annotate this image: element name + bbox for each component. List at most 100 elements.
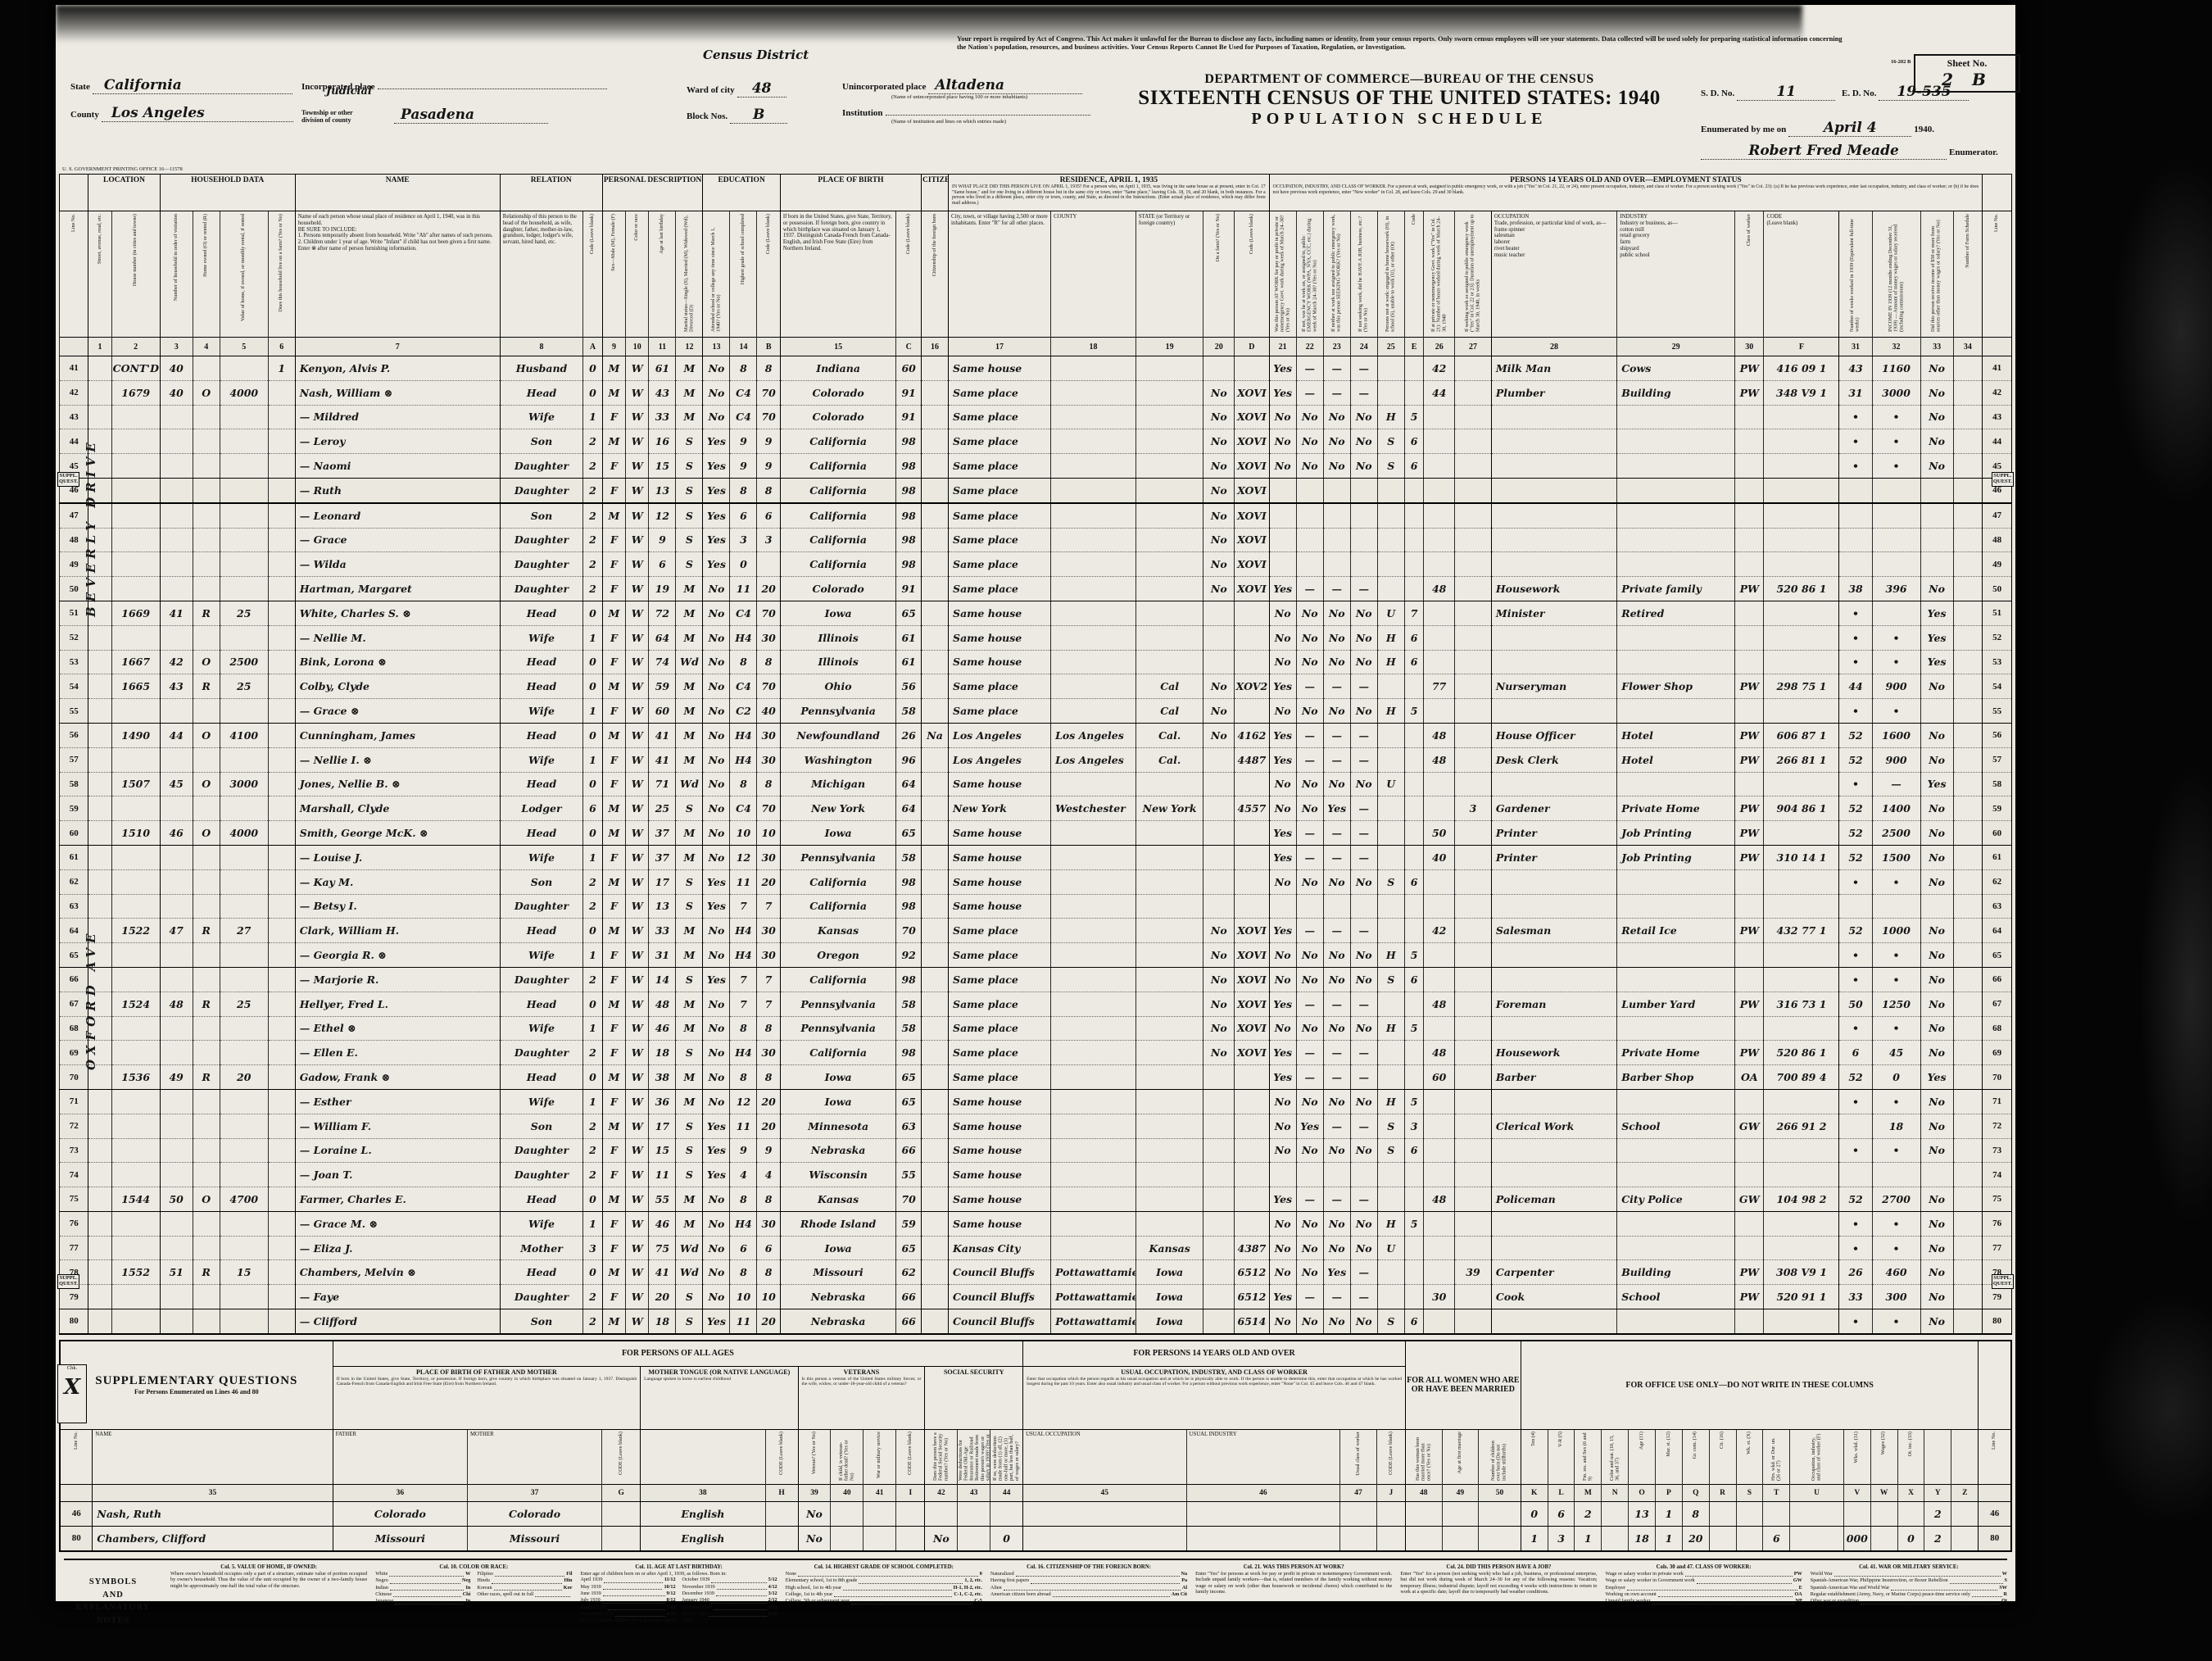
cell-house (111, 1236, 161, 1261)
cell-sex: F (601, 698, 626, 724)
cell-cit (921, 1016, 949, 1042)
census-title: SIXTEENTH CENSUS OF THE UNITED STATES: 1… (1138, 87, 1661, 109)
column-group: FOR OFFICE USE ONLY—DO NOT WRITE IN THES… (1520, 1340, 1979, 1430)
cell-name: — Ethel ⊗ (294, 1016, 501, 1042)
column-label-w21: Was this person AT WORK for pay or profi… (1273, 215, 1291, 332)
notes-block: Col. 41. WAR OR MILITARY SERVICE: World W… (1811, 1564, 2007, 1661)
cell-mar: M (675, 918, 703, 944)
cell-class (1734, 429, 1764, 455)
cell-codeF: 416 09 1 (1763, 356, 1839, 381)
cell-relation: Daughter (499, 528, 583, 553)
cell-w27 (1454, 845, 1492, 870)
cell-farm (267, 380, 296, 406)
cell-codeF (1763, 405, 1839, 430)
notes-heading: Cols. 30 and 47. CLASS OF WORKER: (1656, 1563, 1752, 1570)
cell-codeC: 65 (895, 1236, 922, 1261)
cell-hh (159, 1236, 193, 1261)
cell-rcode: XOVI (1234, 429, 1270, 455)
cell-occ (1490, 942, 1617, 968)
cell-name: — William F. (294, 1114, 501, 1139)
notes-pair-term: Naturalized (990, 1570, 1014, 1577)
cell-own (192, 576, 220, 601)
column-header-s42: Does this person have a Federal Social S… (924, 1429, 958, 1485)
record-row: 52— Nellie M. Wife 1 F W 64 M No H4 30 Illinois 61 S… (58, 625, 2012, 651)
cell-farm (267, 942, 296, 968)
cell-sex: F (601, 1211, 626, 1237)
cell-rcity: Los Angeles (948, 723, 1051, 748)
record-row: 65— Georgia R. ⊗ Wife 1 F W 31 M No H4 30 Oregon 92… (58, 942, 2012, 968)
column-label-mar: Marital status—Single (S), Married (M), … (682, 215, 695, 332)
notes-pair-code: 7/12 (666, 1604, 676, 1610)
cell-mar: S (675, 453, 703, 479)
cell-w26 (1423, 698, 1455, 724)
cell-hh (159, 453, 193, 479)
cell-weeks: • (1838, 869, 1873, 895)
cell-farm (267, 1089, 296, 1114)
column-number-31: 31 (1838, 337, 1873, 356)
schedule-title: POPULATION SCHEDULE (1251, 110, 1548, 128)
notes-pair-term: High school, 1st to 4th year (785, 1584, 842, 1591)
cell-ln: 63 (58, 894, 88, 919)
notes-pair-leader (859, 1582, 963, 1584)
notes-pair-term: Spanish-American War, Philippine Insurre… (1810, 1577, 1948, 1584)
cell-own: O (192, 650, 220, 675)
notes-pair-leader (602, 1588, 663, 1590)
cell-K: 0 (1520, 1501, 1548, 1527)
cell-street (88, 820, 112, 846)
cell-c34 (1952, 356, 1983, 381)
cell-class: PW (1734, 1259, 1764, 1286)
cell-ind: Private Home (1616, 1040, 1735, 1066)
cell-age: 17 (648, 869, 676, 895)
column-header-grade: Highest grade of school completed (729, 211, 757, 338)
column-label-occ: OCCUPATION Trade, profession, or particu… (1494, 214, 1607, 258)
notes-pair-code: 11/12 (664, 1577, 676, 1583)
cell-rfarm (1203, 1211, 1235, 1237)
column-number-I: I (895, 1483, 925, 1502)
notes-pair-term: Working on own account (1605, 1591, 1657, 1597)
column-header-W: Wages (32) (1870, 1429, 1898, 1485)
cell-occ: Clerical Work (1490, 1114, 1617, 1139)
cell-wages: • (1871, 405, 1921, 430)
cell-age: 61 (648, 356, 676, 381)
cell-codeA: 2 (582, 1309, 603, 1335)
cell-ln: 80 (59, 1526, 93, 1552)
cell-rcode: XOVI (1234, 576, 1270, 601)
cell-codeA: 1 (582, 1089, 603, 1114)
cell-rstate (1135, 380, 1203, 406)
cell-class: PW (1734, 747, 1764, 773)
column-header-hh: Number of household in order of visitati… (159, 211, 193, 338)
cell-rstate (1135, 453, 1203, 479)
cell-relation: Daughter (499, 551, 583, 578)
cell-codeF (1763, 625, 1839, 651)
cell-rcounty (1050, 380, 1136, 406)
cell-farm (267, 1114, 296, 1139)
cell-other (1920, 1162, 1954, 1188)
cell-relation: Wife (499, 1016, 583, 1042)
cell-codeE (1403, 796, 1424, 822)
cell-street (88, 674, 112, 700)
cell-w25 (1376, 992, 1405, 1017)
cell-cit (921, 356, 949, 381)
column-number-L: L (1547, 1483, 1575, 1502)
column-number-29: 29 (1616, 337, 1735, 356)
cell-mar: Wd (675, 1259, 703, 1286)
cell-codeF (1763, 967, 1839, 992)
cell-codeA: 0 (582, 723, 603, 748)
cell-bp: Nebraska (779, 1138, 896, 1164)
cell-own (192, 1040, 220, 1066)
cell-mar: M (675, 1016, 703, 1042)
cell-w26 (1423, 1309, 1455, 1335)
cell-codeE: 6 (1403, 650, 1424, 675)
cell-sex: F (601, 453, 626, 479)
cell-weeks: • (1838, 1089, 1873, 1114)
cell-ind (1616, 1089, 1735, 1114)
cell-rcounty: Los Angeles (1050, 747, 1136, 773)
cell-rfarm: No (1203, 478, 1235, 504)
cell-race: W (625, 1114, 649, 1139)
cell-w25: U (1376, 601, 1405, 626)
cell-cit (921, 1089, 949, 1114)
cell-rfarm (1203, 772, 1235, 797)
cell-mar: M (675, 820, 703, 846)
column-label-N: Color and nat. (10, 15, 36, and 37) (1608, 1435, 1620, 1481)
cell-codeC: 60 (895, 356, 922, 381)
